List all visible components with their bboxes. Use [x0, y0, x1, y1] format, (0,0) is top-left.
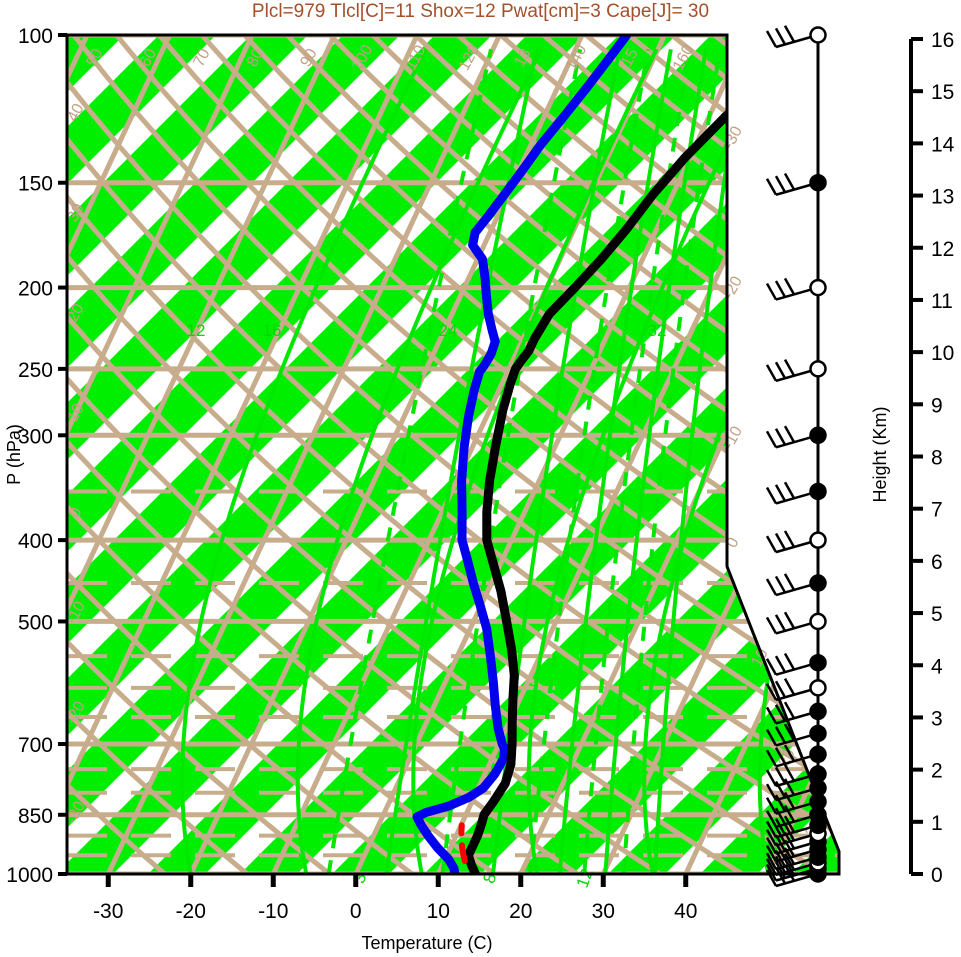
pressure-tick-label: 200 — [18, 278, 53, 301]
temperature-tick-label: 30 — [592, 900, 615, 923]
height-tick-label: 5 — [931, 603, 943, 626]
mixing-ratio-label: 16 — [263, 321, 282, 340]
wind-barb — [765, 804, 827, 828]
height-tick-label: 15 — [931, 81, 954, 104]
temperature-tick-label: -20 — [176, 900, 206, 923]
temperature-axis-title: Temperature (C) — [361, 933, 492, 953]
height-tick-label: 0 — [931, 864, 943, 887]
height-tick-label: 11 — [931, 290, 953, 313]
dry-adiabat-label: 50 — [83, 46, 106, 70]
wind-barb — [765, 172, 827, 196]
height-tick-label: 13 — [931, 186, 954, 209]
mixing-ratio-lines — [180, 48, 839, 874]
height-tick-label: 9 — [931, 394, 943, 417]
temperature-axis: -30 -20 -10 0 10 20 30 40 Temperature (C) — [93, 874, 697, 953]
isotherm-label-left: 10 — [64, 401, 87, 425]
temperature-tick-label: -10 — [258, 900, 288, 923]
wind-barb — [765, 359, 827, 383]
isotherm-label-left: 20 — [64, 301, 87, 325]
dry-adiabat-label: 70 — [190, 46, 213, 70]
dry-adiabat-label: 15 — [618, 46, 641, 70]
wind-barb — [765, 481, 827, 505]
wind-barb — [765, 611, 827, 635]
pressure-tick-label: 1000 — [6, 864, 53, 887]
dry-adiabat-label: 90 — [297, 46, 320, 70]
height-tick-label: 2 — [931, 760, 943, 783]
wind-barb — [765, 778, 827, 802]
parcel-curve — [458, 822, 468, 864]
temperature-tick-label: -30 — [93, 900, 123, 923]
height-tick-label: 6 — [931, 551, 943, 574]
height-tick-label: 14 — [931, 133, 955, 156]
height-axis-title: Height (Km) — [870, 406, 890, 502]
pressure-tick-label: 500 — [18, 611, 53, 634]
height-tick-label: 7 — [931, 499, 943, 522]
wind-barb — [765, 573, 827, 597]
mixing-ratio-label: 24 — [439, 321, 458, 340]
wind-barb — [765, 744, 827, 768]
page-title: Plcl=979 Tlcl[C]=11 Shox=12 Pwat[cm]=3 C… — [251, 1, 710, 22]
mixing-ratio-label: 32 — [648, 321, 667, 340]
pressure-tick-label: 300 — [18, 425, 53, 448]
height-tick-label: 10 — [931, 342, 954, 365]
wind-barb — [765, 277, 827, 301]
dewpoint-curve — [412, 35, 632, 874]
pressure-tick-label: 400 — [18, 530, 53, 553]
height-tick-label: 1 — [931, 812, 943, 835]
temperature-curve — [463, 35, 831, 874]
wind-barb — [765, 701, 827, 725]
wind-barb — [765, 425, 827, 449]
wind-barb — [765, 530, 827, 554]
height-tick-label: 12 — [931, 238, 954, 261]
pressure-tick-label: 150 — [18, 173, 53, 196]
wind-barb — [765, 723, 827, 747]
wind-barb — [765, 678, 827, 702]
height-tick-label: 4 — [931, 655, 943, 678]
pressure-axis-title: P (hPa) — [4, 424, 24, 485]
height-tick-label: 8 — [931, 447, 943, 470]
dry-adiabat-label: 13 — [511, 46, 534, 70]
pressure-tick-label: 850 — [18, 805, 53, 828]
pressure-axis: 100 150 200 250 300 400 500 700 850 1000 P (hPa) — [4, 25, 67, 887]
dry-adiabat-label: 80 — [244, 46, 267, 70]
wind-barb — [765, 25, 827, 49]
height-tick-label: 3 — [931, 707, 943, 730]
pressure-tick-label: 100 — [18, 25, 53, 48]
temperature-tick-label: 0 — [350, 900, 362, 923]
height-tick-label: 16 — [931, 29, 954, 52]
isotherm-label-left: 30 — [64, 201, 87, 225]
wind-barb — [765, 764, 827, 788]
mixing-ratio-label: 12 — [187, 321, 206, 340]
dry-adiabat-label: 60 — [137, 46, 160, 70]
wind-barb-column — [765, 25, 827, 888]
temperature-tick-label: 40 — [674, 900, 697, 923]
pressure-tick-label: 250 — [18, 359, 53, 382]
pressure-tick-label: 700 — [18, 734, 53, 757]
temperature-tick-label: 20 — [509, 900, 532, 923]
isotherm-label-left: 40 — [64, 101, 87, 125]
temperature-tick-label: 10 — [427, 900, 450, 923]
wind-barb — [765, 652, 827, 676]
